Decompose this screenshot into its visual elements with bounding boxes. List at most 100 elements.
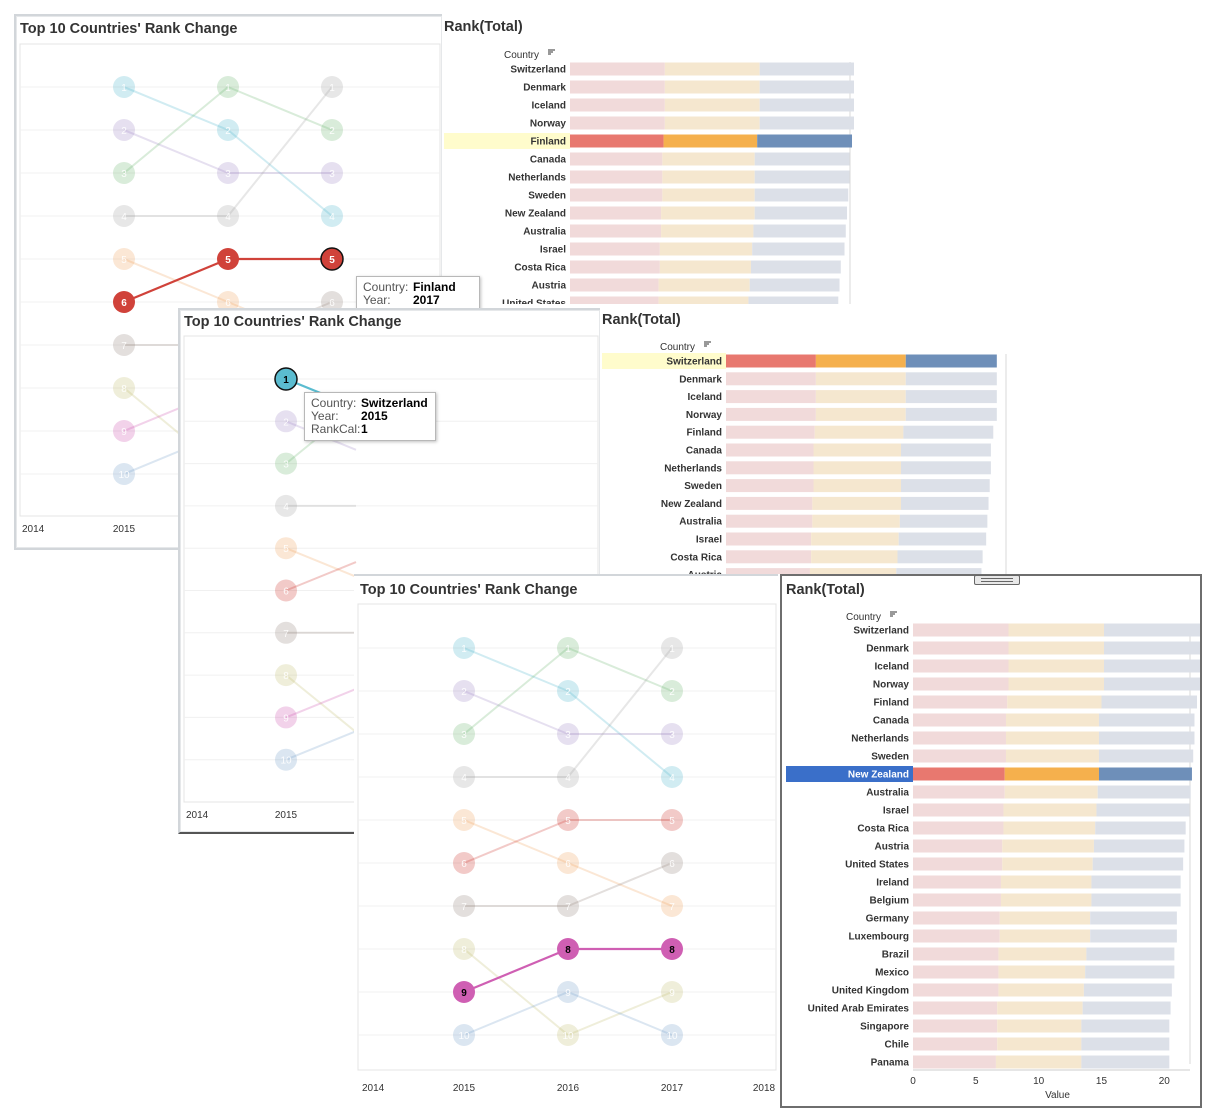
bar-segment-2 [1004,785,1098,799]
bar-segment-1 [570,242,660,256]
rank-label: 5 [121,255,127,266]
bar-segment-3 [1090,929,1177,943]
bar-segment-1 [913,677,1009,691]
rank-label: 2 [461,687,467,698]
rank-label: 8 [669,945,675,956]
rank-point-9-2017: 8 [661,938,683,960]
rank-point-6-2015: 6 [453,852,475,874]
rank-point-2-2016: 3 [217,162,239,184]
bar-segment-1 [570,152,663,166]
country-label: Austria [688,570,723,574]
rank-point-10-2015: 10 [275,748,297,771]
rank-label: 4 [565,773,571,784]
series-line-5 [463,819,569,864]
bar-segment-1 [913,1001,998,1015]
country-label: Belgium [870,896,910,907]
rank-point-3-2015: 3 [275,452,297,475]
country-label: Ireland [876,878,909,889]
series-line-6 [463,819,569,864]
x-tick-2015: 2015 [113,524,136,535]
slope-title-1: Top 10 Countries' Rank Change [20,21,238,37]
series-line-9 [463,947,569,994]
rank-label: 2 [329,126,335,137]
country-label: Australia [679,517,722,528]
rank-point-1-2015: 1 [274,367,298,391]
bar-segment-2 [1008,677,1104,691]
rank-point-4-2015: 4 [275,494,297,517]
rank-label: 8 [565,945,571,956]
bar-segment-3 [752,242,845,256]
rank-label: 6 [565,859,571,870]
country-label: Iceland [688,392,722,403]
rank-label: 3 [225,169,231,180]
rank-label: 6 [283,587,289,598]
slope-chart-3[interactable]: 2014 2015 2016 2017 2018 1 2 4 2 3 3 3 1 2 4 4 1 5 6 7 6 5 5 7 7… [354,576,778,1110]
rank-label: 9 [121,427,127,438]
country-label: Austria [532,281,567,292]
country-header: Country [660,342,695,353]
rank-label: 4 [225,212,231,223]
bar-segment-3 [1098,731,1195,745]
bar-segment-2 [662,188,755,202]
rank-label: 9 [283,713,289,724]
country-label: Israel [883,806,909,817]
rank-point-10-2015: 10 [453,1024,475,1046]
bar-segment-1 [570,80,665,94]
rank-label: 10 [118,470,130,481]
resize-grip[interactable] [974,575,1020,585]
rank-label: 6 [669,859,675,870]
bar-segment-3 [1096,803,1190,817]
rank-point-3-2016: 1 [217,76,239,98]
country-label: Canada [873,716,910,727]
bar-segment-2 [813,479,902,493]
rank-label: 7 [121,341,127,352]
series-line-4 [227,86,333,217]
rank-label: 1 [283,375,289,386]
bar-chart-3[interactable]: Country Switzerland Denmark Iceland Norway Fi… [782,576,1200,1106]
rank-point-9-2016: 8 [557,938,579,960]
rank-point-5-2015: 5 [113,248,135,270]
bar-segment-3 [896,568,982,574]
bar-segment-1 [913,641,1009,655]
rank-point-3-2015: 3 [113,162,135,184]
rank-label: 3 [283,460,289,471]
bar-segment-1 [913,1055,996,1069]
rank-point-4-2015: 4 [453,766,475,788]
country-label: Australia [523,227,566,238]
bar-segment-3 [1081,1055,1170,1069]
bar-segment-3 [905,354,997,368]
bar-segment-3 [759,80,854,94]
rank-label: 3 [461,730,467,741]
bar-segment-3 [1103,641,1200,655]
rank-point-4-2016: 4 [217,205,239,227]
bar-segment-3 [1095,821,1186,835]
country-label: Denmark [679,374,722,385]
bar-segment-2 [1002,857,1093,871]
bar-segment-2 [813,443,902,457]
x-tick-2014: 2014 [22,524,45,535]
rank-point-9-2015: 9 [453,981,475,1003]
bar-segment-3 [1103,659,1200,673]
bar-segment-2 [661,206,755,220]
bar-segment-3 [903,425,994,439]
bar-segment-3 [754,152,850,166]
rank-point-1-2017: 4 [661,766,683,788]
bar-segment-2 [1000,893,1092,907]
bar-chart-1[interactable]: Country Switzerland Denmark Iceland Norway Fi… [442,14,854,304]
country-header: Country [504,50,539,61]
rank-point-6-2016: 5 [217,248,239,270]
bar-segment-3 [754,206,848,220]
tooltip-finland: Country: Finland Year: 2017 [356,276,480,314]
series-line-10 [285,730,357,761]
bar-segment-2 [813,461,902,475]
bar-segment-2 [661,224,754,238]
bar-segment-3 [1083,983,1172,997]
rank-label: 6 [461,859,467,870]
series-line-10 [567,991,673,1036]
country-label: Switzerland [666,357,722,368]
bar-segment-1 [726,372,816,386]
bar-segment-1 [726,479,814,493]
bar-chart-2[interactable]: Country Switzerland Denmark Iceland Norway Fi… [600,308,1010,574]
country-label: Netherlands [508,173,566,184]
rank-label: 6 [225,298,231,309]
